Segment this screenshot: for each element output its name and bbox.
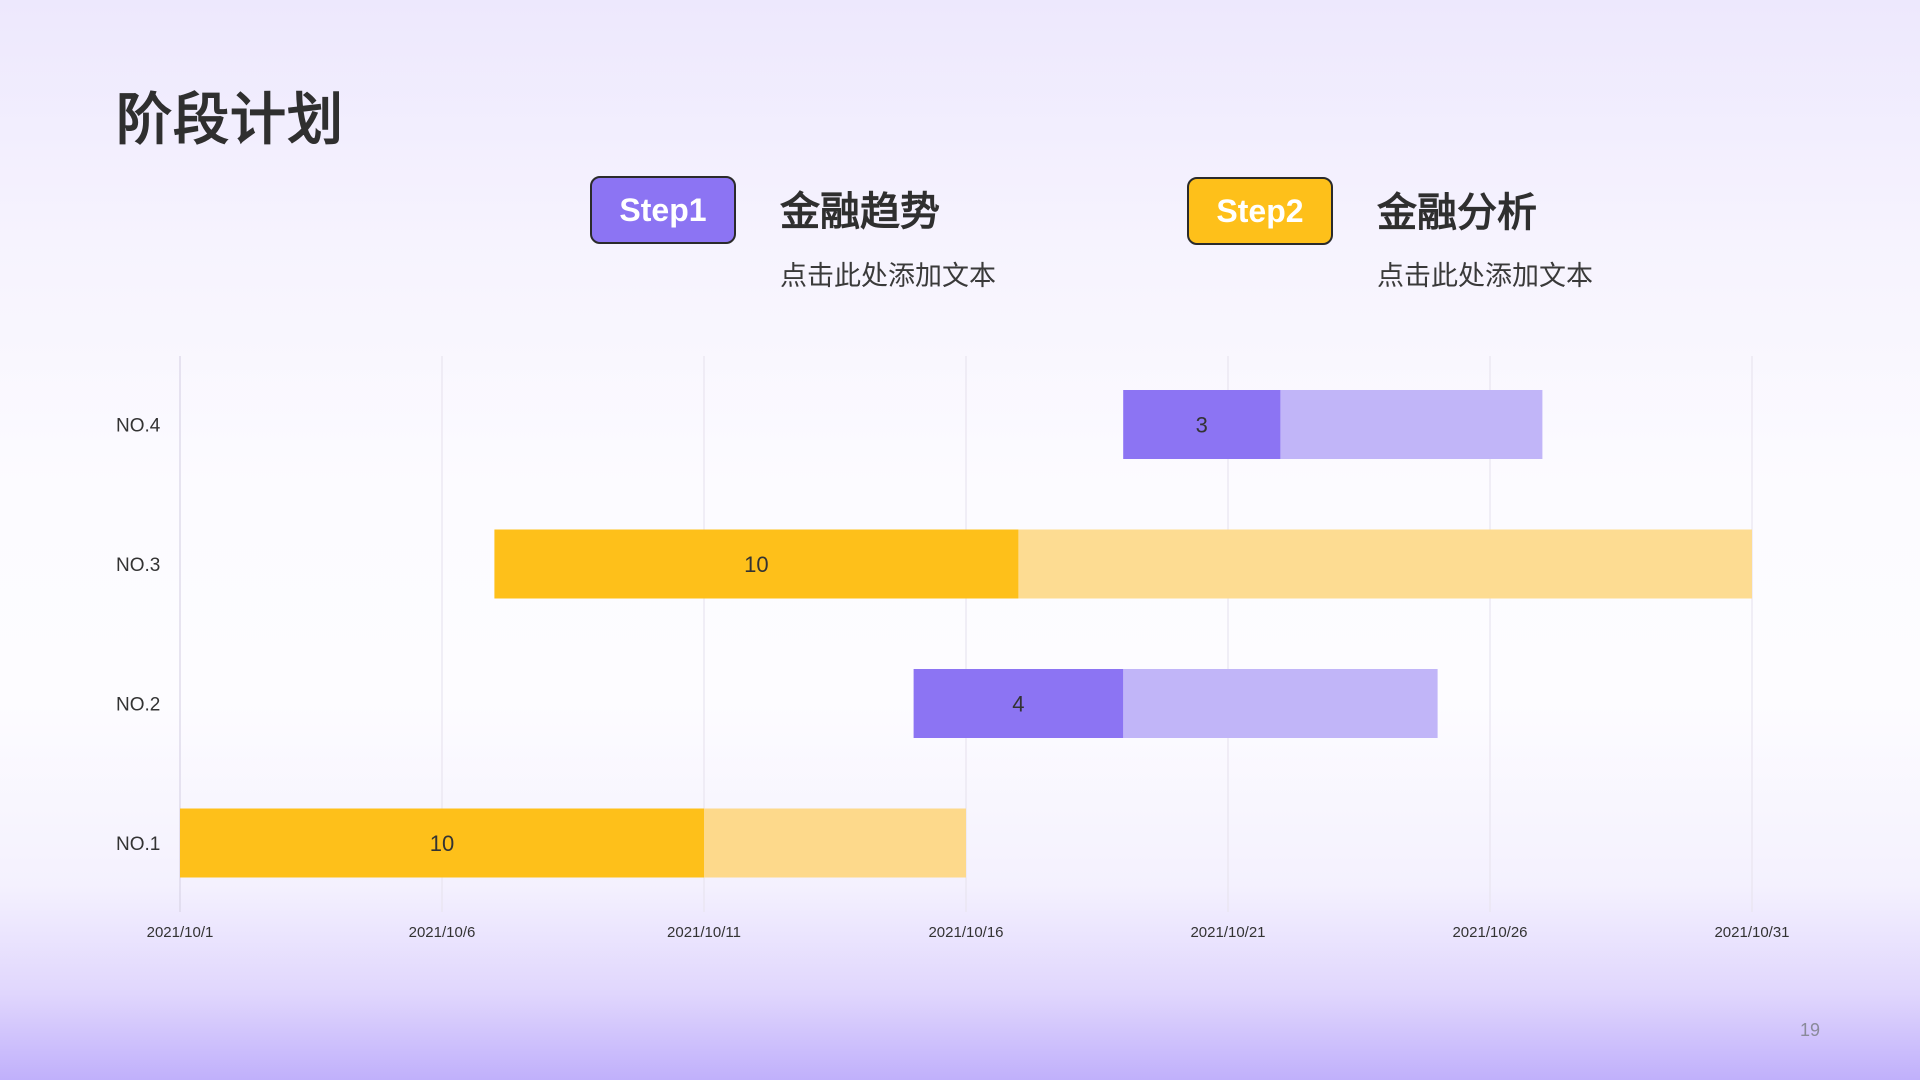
step-2-badge[interactable]: Step2 (1187, 177, 1333, 245)
step-1-title: 金融趋势 (780, 189, 940, 235)
x-tick-label: 2021/10/6 (409, 924, 476, 941)
remaining-bar[interactable] (1123, 669, 1438, 738)
x-tick-label: 2021/10/16 (928, 924, 1003, 941)
step-2-description[interactable]: 点击此处添加文本 (1377, 261, 1593, 292)
remaining-bar[interactable] (1018, 529, 1752, 599)
step-1-description[interactable]: 点击此处添加文本 (780, 261, 996, 292)
remaining-bar[interactable] (704, 808, 966, 878)
bar-data-label: 3 (1196, 413, 1208, 438)
progress-bar[interactable] (494, 529, 1019, 599)
y-category-label: NO.3 (116, 555, 160, 576)
bar-data-label: 10 (744, 552, 768, 577)
page-number: 19 (1799, 1020, 1820, 1040)
x-tick-label: 2021/10/11 (667, 924, 741, 941)
progress-bar[interactable] (913, 669, 1124, 738)
remaining-bar[interactable] (1280, 390, 1543, 459)
axis-labels: 2021/10/1 2021/10/6 2021/10/11 2021/10/16 20… (116, 416, 1790, 942)
task-bars: 10 4 10 3 (180, 390, 1752, 878)
x-tick-label: 2021/10/21 (1190, 924, 1265, 941)
x-tick-label: 2021/10/1 (147, 924, 214, 941)
x-tick-label: 2021/10/31 (1714, 924, 1789, 941)
progress-bar[interactable] (180, 808, 704, 878)
bar-data-label: 10 (430, 831, 454, 856)
progress-bar[interactable] (1123, 390, 1281, 459)
page-title: 阶段计划 (116, 88, 344, 153)
step-2-title: 金融分析 (1377, 190, 1537, 236)
y-category-label: NO.1 (116, 834, 160, 855)
bar-data-label: 4 (1012, 692, 1024, 717)
y-category-label: NO.2 (116, 695, 160, 716)
step-1-badge[interactable]: Step1 (590, 176, 736, 244)
x-tick-label: 2021/10/26 (1452, 924, 1527, 941)
y-category-label: NO.4 (116, 416, 161, 437)
